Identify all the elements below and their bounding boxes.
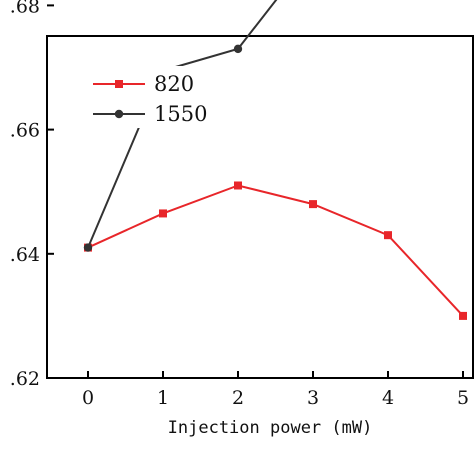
legend: 820 1550 — [88, 66, 220, 128]
legend-label-1550: 1550 — [154, 102, 207, 126]
y-tick-label: .62 — [10, 368, 40, 390]
data-point-820 — [234, 181, 242, 190]
x-tick-label: 4 — [382, 387, 394, 409]
plot-border — [46, 35, 474, 379]
legend-marker-1550 — [114, 109, 124, 119]
x-tick-label: 3 — [307, 387, 319, 409]
data-point-820 — [459, 311, 467, 320]
y-tick-label: .64 — [10, 244, 40, 266]
legend-label-820: 820 — [154, 72, 194, 96]
series-layer — [83, 0, 467, 320]
x-axis: 0 1 2 3 4 5 — [82, 371, 469, 409]
data-point-1550 — [233, 44, 243, 54]
y-tick-label: .68 — [10, 0, 40, 17]
y-tick-label: .66 — [10, 120, 40, 142]
x-tick-label: 5 — [457, 387, 469, 409]
legend-marker-820 — [115, 80, 123, 88]
data-point-820 — [159, 209, 167, 218]
x-tick-label: 1 — [157, 387, 169, 409]
data-point-820 — [309, 200, 317, 209]
legend-box — [88, 66, 220, 128]
data-point-1550 — [83, 243, 93, 252]
x-tick-label: 2 — [232, 387, 244, 409]
series-line-820 — [87, 184, 464, 317]
x-axis-title: Injection power (mW) — [168, 418, 373, 438]
x-tick-label: 0 — [82, 387, 94, 409]
data-point-820 — [384, 231, 392, 240]
y-axis: .62.64.66.68.70.72 — [10, 0, 54, 390]
plot-frame — [46, 35, 474, 379]
